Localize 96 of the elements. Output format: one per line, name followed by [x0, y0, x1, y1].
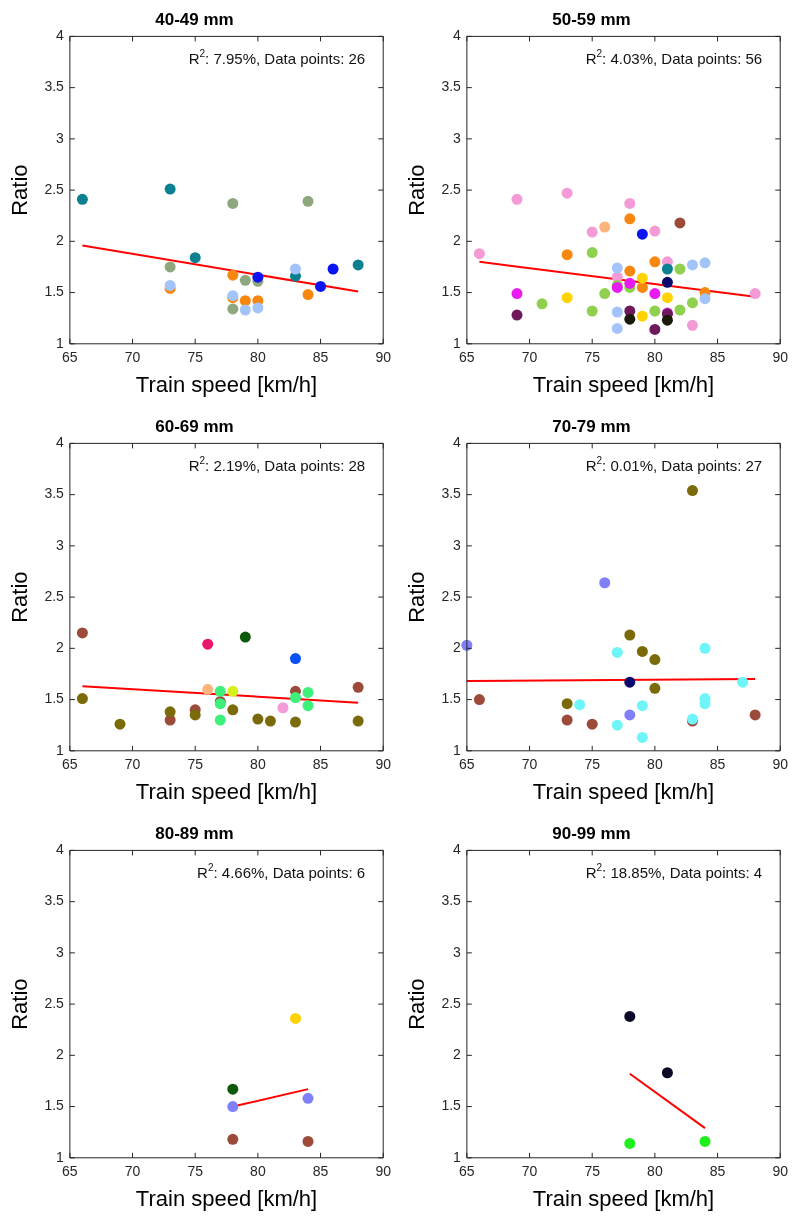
- y-axis-title: Ratio: [7, 164, 33, 216]
- x-tick-label: 80: [250, 1163, 266, 1180]
- x-axis-title: Train speed [km/h]: [532, 1185, 715, 1211]
- x-tick-label: 80: [647, 1163, 663, 1180]
- y-tick-label: 3: [56, 129, 65, 146]
- y-tick-label: 4: [56, 841, 65, 858]
- y-tick-label: 1: [56, 1148, 65, 1165]
- x-tick-label: 90: [375, 1163, 392, 1180]
- x-tick-label: 75: [584, 349, 601, 366]
- y-tick-label: 3.5: [441, 78, 462, 95]
- y-tick-label: 3: [56, 536, 65, 553]
- x-axis-title: Train speed [km/h]: [532, 371, 715, 397]
- x-tick-label: 90: [375, 349, 392, 366]
- y-axis-title: Ratio: [7, 571, 33, 623]
- y-tick-label: 3: [453, 943, 462, 960]
- y-tick-label: 1.5: [441, 690, 462, 707]
- x-tick-label: 65: [459, 1163, 475, 1180]
- y-tick-label: 3.5: [441, 892, 462, 909]
- y-tick-label: 2: [453, 1046, 462, 1063]
- x-tick-label: 80: [250, 756, 266, 773]
- x-tick-label: 75: [584, 1163, 601, 1180]
- y-tick-label: 2: [453, 639, 462, 656]
- x-tick-label: 80: [647, 349, 663, 366]
- x-tick-label: 70: [521, 756, 538, 773]
- x-tick-label: 90: [772, 349, 789, 366]
- y-axis-title: Ratio: [7, 978, 33, 1030]
- x-tick-label: 65: [62, 1163, 78, 1180]
- x-tick-label: 70: [124, 1163, 141, 1180]
- chart-title: 60-69 mm: [155, 416, 234, 436]
- y-tick-label: 3: [453, 129, 462, 146]
- x-tick-label: 65: [62, 349, 78, 366]
- y-tick-label: 1: [453, 1148, 462, 1165]
- y-tick-label: 3.5: [441, 485, 462, 502]
- x-tick-label: 85: [709, 1163, 726, 1180]
- x-tick-label: 80: [647, 756, 663, 773]
- y-tick-label: 4: [56, 434, 65, 451]
- x-axis-title: Train speed [km/h]: [135, 778, 318, 804]
- y-tick-label: 1: [56, 334, 65, 351]
- y-tick-label: 3.5: [44, 78, 65, 95]
- y-tick-label: 2.5: [44, 587, 65, 604]
- x-tick-label: 85: [312, 756, 329, 773]
- y-tick-label: 3.5: [44, 892, 65, 909]
- chart-title: 70-79 mm: [552, 416, 631, 436]
- x-axis-title: Train speed [km/h]: [532, 778, 715, 804]
- y-tick-label: 2: [56, 639, 65, 656]
- y-tick-label: 4: [453, 27, 462, 44]
- x-axis-title: Train speed [km/h]: [135, 1185, 318, 1211]
- x-tick-label: 85: [312, 1163, 329, 1180]
- x-tick-label: 90: [772, 1163, 789, 1180]
- y-tick-label: 1.5: [44, 1097, 65, 1114]
- x-tick-label: 75: [187, 756, 204, 773]
- x-tick-label: 70: [124, 756, 141, 773]
- x-tick-label: 85: [709, 349, 726, 366]
- y-tick-label: 1.5: [441, 283, 462, 300]
- y-tick-label: 2: [453, 232, 462, 249]
- y-tick-label: 3: [56, 943, 65, 960]
- x-tick-label: 80: [250, 349, 266, 366]
- x-tick-label: 75: [584, 756, 601, 773]
- x-tick-label: 65: [62, 756, 78, 773]
- y-tick-label: 1: [56, 741, 65, 758]
- chart-title: 50-59 mm: [552, 9, 631, 29]
- x-tick-label: 85: [709, 756, 726, 773]
- chart-title: 80-89 mm: [155, 823, 234, 843]
- y-tick-label: 2.5: [441, 180, 462, 197]
- x-tick-label: 65: [459, 756, 475, 773]
- x-tick-label: 75: [187, 1163, 204, 1180]
- y-tick-label: 1.5: [441, 1097, 462, 1114]
- y-axis-title: Ratio: [404, 978, 430, 1030]
- x-tick-label: 70: [124, 349, 141, 366]
- y-tick-label: 1: [453, 741, 462, 758]
- y-tick-label: 2.5: [44, 994, 65, 1011]
- x-tick-label: 75: [187, 349, 204, 366]
- x-tick-label: 70: [521, 1163, 538, 1180]
- x-axis-title: Train speed [km/h]: [135, 371, 318, 397]
- chart-title: 40-49 mm: [155, 9, 234, 29]
- y-tick-label: 2: [56, 1046, 65, 1063]
- y-tick-label: 3.5: [44, 485, 65, 502]
- y-tick-label: 1.5: [44, 690, 65, 707]
- x-tick-label: 90: [772, 756, 789, 773]
- y-tick-label: 2.5: [441, 587, 462, 604]
- x-tick-label: 85: [312, 349, 329, 366]
- x-tick-label: 90: [375, 756, 392, 773]
- y-tick-label: 4: [56, 27, 65, 44]
- y-axis-title: Ratio: [404, 164, 430, 216]
- y-tick-label: 3: [453, 536, 462, 553]
- x-tick-label: 65: [459, 349, 475, 366]
- y-tick-label: 4: [453, 434, 462, 451]
- chart-title: 90-99 mm: [552, 823, 631, 843]
- x-tick-label: 70: [521, 349, 538, 366]
- y-tick-label: 1: [453, 334, 462, 351]
- y-tick-label: 1.5: [44, 283, 65, 300]
- y-tick-label: 2.5: [44, 180, 65, 197]
- y-tick-label: 4: [453, 841, 462, 858]
- y-tick-label: 2.5: [441, 994, 462, 1011]
- y-tick-label: 2: [56, 232, 65, 249]
- y-axis-title: Ratio: [404, 571, 430, 623]
